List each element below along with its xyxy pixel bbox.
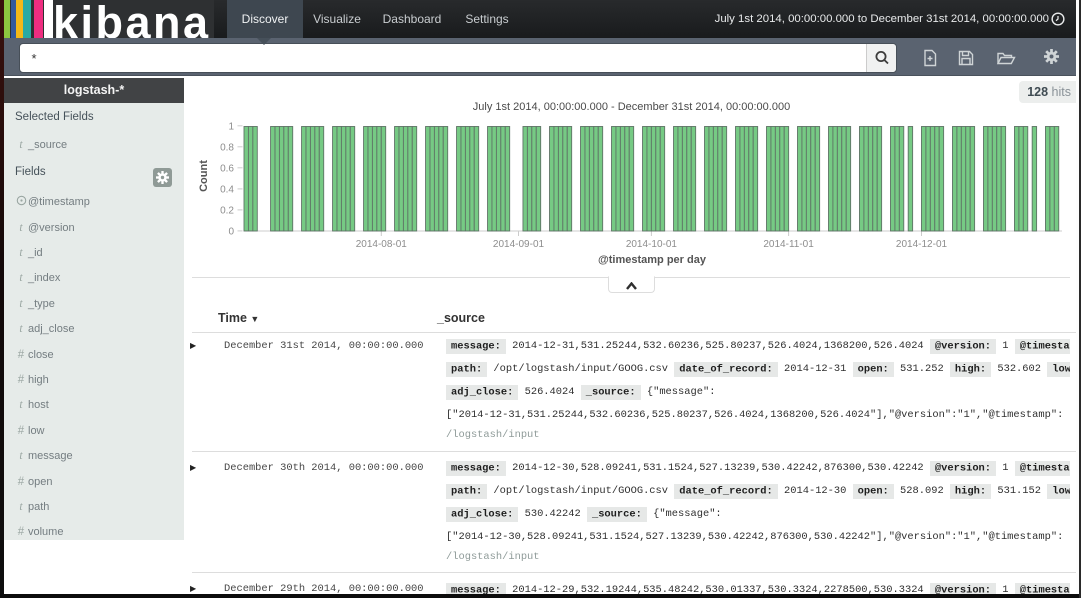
svg-text:0: 0	[228, 227, 234, 238]
svg-text:0.8: 0.8	[220, 142, 234, 153]
svg-text:0.2: 0.2	[220, 206, 234, 217]
svg-text:2014-12-01: 2014-12-01	[896, 239, 948, 250]
svg-text:2014-11-01: 2014-11-01	[763, 239, 814, 250]
svg-text:1: 1	[228, 121, 234, 132]
svg-text:2014-10-01: 2014-10-01	[626, 239, 678, 250]
svg-text:2014-09-01: 2014-09-01	[493, 239, 545, 250]
svg-text:0.4: 0.4	[220, 185, 234, 196]
svg-text:2014-08-01: 2014-08-01	[356, 239, 408, 250]
svg-text:0.6: 0.6	[220, 163, 234, 174]
